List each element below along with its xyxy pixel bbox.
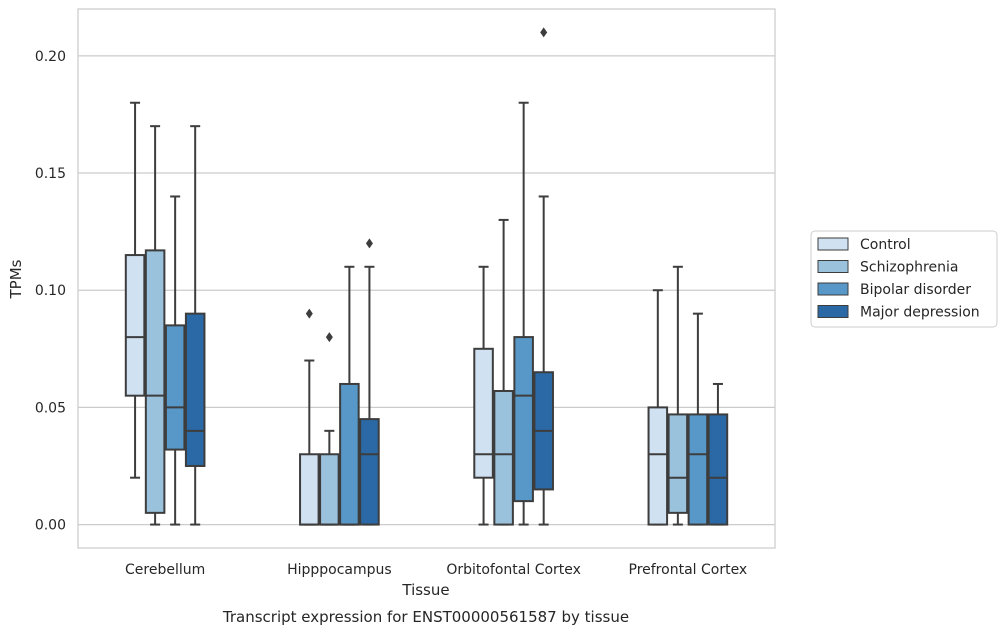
box-body <box>707 413 729 526</box>
y-tick-label: 0.15 <box>35 166 66 182</box>
box-body <box>164 324 186 451</box>
box <box>533 27 554 526</box>
legend-swatch <box>817 237 849 251</box>
box <box>667 265 689 526</box>
box-body <box>647 406 669 526</box>
y-axis-label: TPMs <box>7 259 25 299</box>
outlier-point <box>365 238 373 249</box>
y-tick-label: 0.10 <box>35 283 66 299</box>
box <box>687 312 709 526</box>
box-body <box>184 312 206 467</box>
y-tick-label: 0.05 <box>35 400 66 416</box>
box <box>473 265 494 526</box>
box <box>359 238 380 526</box>
box <box>124 101 146 479</box>
legend-label: Control <box>860 237 911 253</box>
legend-swatch <box>817 260 849 273</box>
plot-area-frame <box>77 8 776 549</box>
box <box>513 101 534 526</box>
box <box>647 289 669 526</box>
box-body <box>319 453 340 526</box>
box <box>144 125 166 526</box>
box-body <box>124 254 146 397</box>
outlier-point <box>305 308 313 319</box>
y-tick-label: 0.00 <box>35 518 66 534</box>
series-major-depression <box>184 27 729 526</box>
series-schizophrenia <box>144 125 689 526</box>
x-tick-label: Prefrontal Cortex <box>629 562 748 578</box>
chart-caption: Transcript expression for ENST0000056158… <box>222 608 629 626</box>
box <box>707 382 729 526</box>
box-body <box>513 336 534 503</box>
box-body <box>299 453 320 526</box>
box <box>493 218 514 526</box>
box-body <box>473 347 494 479</box>
box-body <box>339 382 360 526</box>
series-control <box>124 101 669 526</box>
legend-swatch <box>817 282 849 296</box>
outlier-point <box>540 27 548 38</box>
box <box>339 265 360 526</box>
legend: Control Schizophrenia Bipolar disorder Majo… <box>810 230 998 328</box>
x-tick-label: Hipppocampus <box>287 562 392 578</box>
y-tick-label: 0.20 <box>35 49 66 65</box>
box-body <box>359 418 380 526</box>
x-tick-label: Cerebellum <box>125 562 205 578</box>
legend-label: Bipolar disorder <box>860 282 971 298</box>
box-body <box>144 249 166 514</box>
box-series <box>124 27 729 526</box>
box <box>299 308 320 526</box>
box <box>164 195 186 526</box>
box-body <box>493 389 514 526</box>
box-body <box>667 413 689 514</box>
outlier-point <box>325 332 333 343</box>
x-axis-label: Tissue <box>401 581 449 599</box>
y-tick-labels: 0.00 0.05 0.10 0.15 0.20 <box>35 49 66 534</box>
legend-label: Schizophrenia <box>860 260 958 276</box>
box <box>319 332 340 526</box>
legend-label: Major depression <box>860 305 980 321</box>
legend-swatch <box>817 305 849 318</box>
x-tick-label: Orbitofontal Cortex <box>446 562 581 578</box>
box <box>184 125 206 526</box>
series-bipolar-disorder <box>164 101 709 526</box>
box-body <box>687 413 709 526</box>
x-tick-labels: Cerebellum Hipppocampus Orbitofontal Corte… <box>125 562 747 578</box>
legend-frame <box>810 230 998 328</box>
